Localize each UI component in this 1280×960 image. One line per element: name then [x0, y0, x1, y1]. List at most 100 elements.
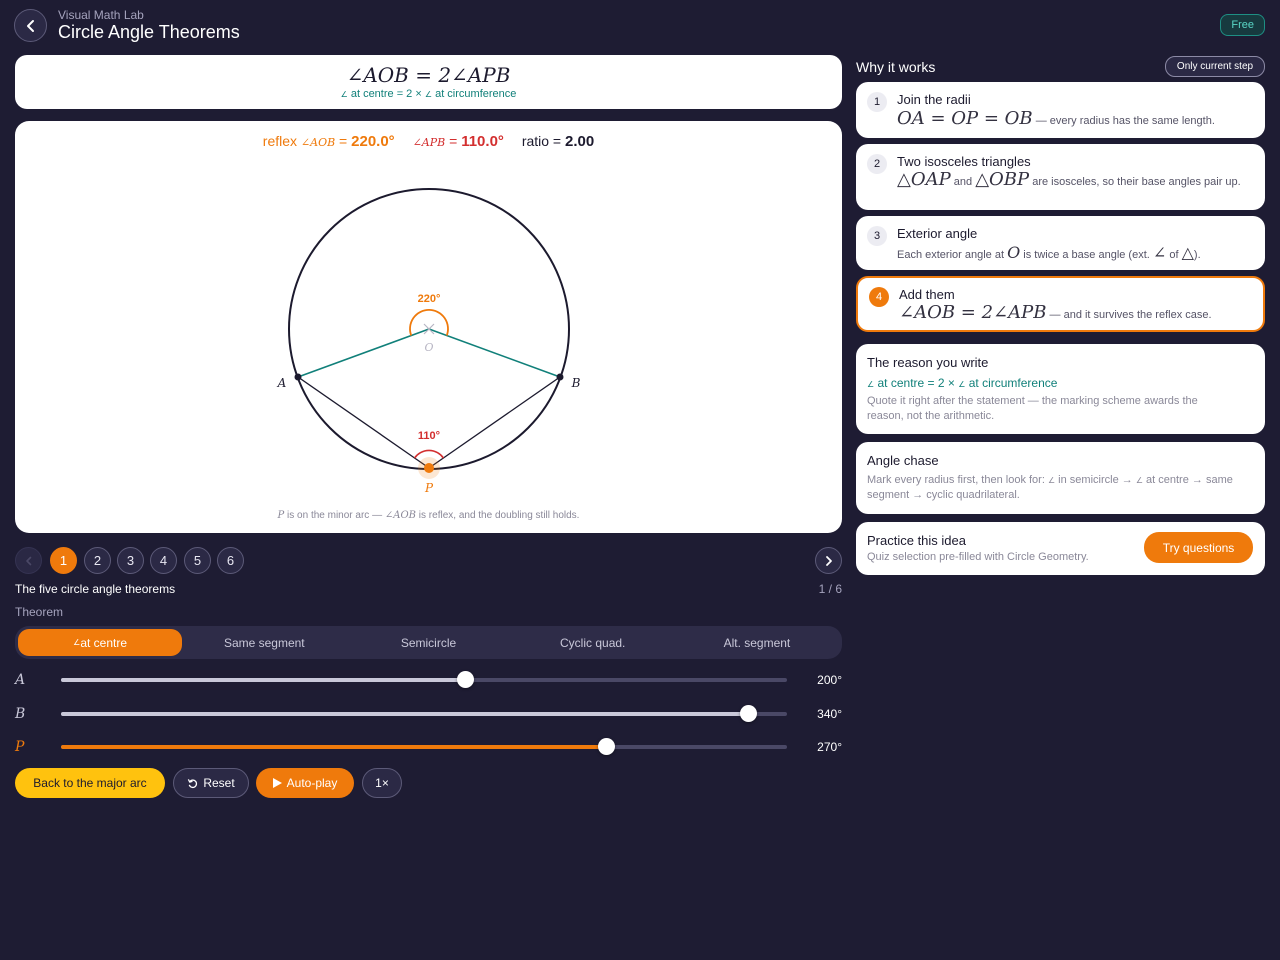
- step-dot-5[interactable]: 5: [184, 547, 211, 574]
- step-number: 1: [867, 92, 887, 112]
- step-dot-3[interactable]: 3: [117, 547, 144, 574]
- point-p[interactable]: [424, 463, 434, 473]
- step-counter: 1 / 6: [818, 582, 842, 596]
- slider-a-value: 200°: [817, 673, 842, 687]
- step-number: 2: [867, 154, 887, 174]
- step-title: Exterior angle: [897, 226, 978, 241]
- point-p-label: P: [424, 481, 434, 495]
- step-title: Add them: [899, 287, 955, 302]
- point-b-label: B: [571, 376, 581, 390]
- reason-card-body: Quote it right after the statement — the…: [867, 395, 1198, 423]
- diagram-card: reflex ∠AOB = 220.0° ∠APB = 110.0° ratio…: [15, 121, 842, 533]
- slider-a-fill: [61, 678, 466, 682]
- slider-a-thumb[interactable]: [457, 671, 475, 688]
- chevron-left-icon: [25, 556, 31, 565]
- tab-semicircle[interactable]: Semicircle: [400, 635, 457, 650]
- slider-b-value: 340°: [817, 707, 842, 721]
- why-step-3[interactable]: 3 Exterior angle Each exterior angle at …: [856, 216, 1265, 270]
- point-a-label: A: [277, 376, 287, 390]
- step-dot-1[interactable]: 1: [50, 547, 77, 574]
- page-title: Circle Angle Theorems: [58, 22, 240, 42]
- only-current-step-toggle[interactable]: Only current step: [1165, 56, 1265, 77]
- slider-p-fill: [61, 745, 606, 749]
- reset-button[interactable]: Reset: [173, 768, 249, 798]
- play-icon: [272, 778, 282, 788]
- slider-b-fill: [61, 712, 748, 716]
- free-badge: Free: [1220, 14, 1265, 36]
- tab-alt-segment[interactable]: Alt. segment: [723, 635, 791, 650]
- point-o-label: O: [424, 341, 433, 354]
- angle-icon: ∠: [73, 638, 81, 647]
- chord-pb: [428, 376, 561, 469]
- angle-icon: ∠: [1047, 476, 1056, 485]
- practice-title: Practice this idea: [867, 533, 966, 548]
- slider-p-value: 270°: [817, 740, 842, 754]
- reason-card-title: The reason you write: [867, 355, 989, 370]
- previous-step-button[interactable]: [15, 547, 42, 574]
- step-dot-4[interactable]: 4: [150, 547, 177, 574]
- radius-ob: [428, 328, 561, 378]
- circle-diagram[interactable]: 220° 110° O A B P: [15, 121, 842, 533]
- angle-chase-body: Mark every radius first, then look for: …: [867, 474, 1233, 502]
- step-body: △OAP and △OBP are isosceles, so their ba…: [897, 169, 1241, 190]
- point-a[interactable]: [294, 373, 302, 381]
- slider-p[interactable]: [61, 738, 787, 755]
- diagram-caption: P is on the minor arc — ∠AOB is reflex, …: [277, 510, 580, 521]
- slider-b[interactable]: [61, 705, 787, 722]
- statement-card: ∠AOB = 2∠APB ∠ at centre = 2 × ∠ at circ…: [15, 55, 842, 109]
- back-button[interactable]: [14, 9, 47, 42]
- tab-same-segment[interactable]: Same segment: [223, 635, 305, 650]
- why-step-4[interactable]: 4 Add them ∠AOB = 2∠APB — and it survive…: [856, 276, 1265, 332]
- step-dot-6[interactable]: 6: [217, 547, 244, 574]
- slider-p-label: P: [15, 739, 25, 755]
- reason-text: ∠ at centre = 2 × ∠ at circumference: [867, 376, 1058, 390]
- angle-icon: ∠: [867, 380, 875, 389]
- why-step-1[interactable]: 1 Join the radii OA = OP = OB — every ra…: [856, 82, 1265, 138]
- why-it-works-title: Why it works: [856, 59, 936, 75]
- step-dot-2[interactable]: 2: [84, 547, 111, 574]
- step-title: Two isosceles triangles: [897, 154, 1031, 169]
- reflex-readout: reflex ∠AOB = 220.0°: [262, 133, 395, 150]
- step-title: The five circle angle theorems: [15, 582, 176, 596]
- angle-icon: ∠: [958, 380, 966, 389]
- angle-at-centre-label: 220°: [418, 293, 441, 305]
- statement-reason: ∠ at centre = 2 × ∠ at circumference: [340, 88, 517, 100]
- ratio-readout: ratio = 2.00: [521, 133, 595, 150]
- try-questions-button[interactable]: Try questions: [1144, 532, 1253, 563]
- circumference-angle-arc: [413, 449, 445, 459]
- reset-icon: [188, 778, 198, 788]
- tab-cyclic-quad[interactable]: Cyclic quad.: [560, 635, 626, 650]
- angle-icon: ∠: [340, 90, 348, 99]
- speed-button[interactable]: 1×: [362, 768, 402, 798]
- slider-a[interactable]: [61, 671, 787, 688]
- chevron-left-icon: [26, 19, 34, 32]
- step-number: 3: [867, 226, 887, 246]
- slider-b-label: B: [15, 706, 26, 722]
- centre-mark-icon: [423, 323, 435, 335]
- step-number: 4: [869, 287, 889, 307]
- angle-chase-title: Angle chase: [867, 453, 939, 468]
- slider-a-label: A: [15, 672, 26, 688]
- step-title: Join the radii: [897, 92, 971, 107]
- reason-card: The reason you write ∠ at centre = 2 × ∠…: [856, 344, 1265, 434]
- theorem-tabs: ∠ at centre Same segment Semicircle Cycl…: [15, 626, 842, 659]
- slider-b-thumb[interactable]: [739, 705, 757, 722]
- autoplay-button[interactable]: Auto-play: [256, 768, 354, 798]
- point-b[interactable]: [556, 373, 564, 381]
- next-step-button[interactable]: [815, 547, 842, 574]
- angle-at-circumference-label: 110°: [418, 430, 440, 442]
- angle-icon: ∠: [424, 90, 433, 99]
- angle-icon: ∠: [1135, 476, 1143, 485]
- why-step-2[interactable]: 2 Two isosceles triangles △OAP and △OBP …: [856, 144, 1265, 210]
- chord-pa: [297, 376, 430, 469]
- step-body: OA = OP = OB — every radius has the same…: [897, 108, 1215, 129]
- radius-oa: [297, 328, 430, 378]
- angle-readout: reflex ∠AOB = 220.0° ∠APB = 110.0° ratio…: [15, 133, 842, 150]
- theorem-label: Theorem: [15, 605, 64, 619]
- step-body: ∠AOB = 2∠APB — and it survives the refle…: [899, 302, 1212, 323]
- back-to-major-arc-button[interactable]: Back to the major arc: [15, 768, 165, 798]
- tab-at-centre[interactable]: ∠ at centre: [18, 629, 183, 656]
- apb-readout: ∠APB = 110.0°: [412, 133, 504, 150]
- slider-p-thumb[interactable]: [597, 738, 615, 755]
- statement-formula: ∠AOB = 2∠APB: [346, 63, 511, 87]
